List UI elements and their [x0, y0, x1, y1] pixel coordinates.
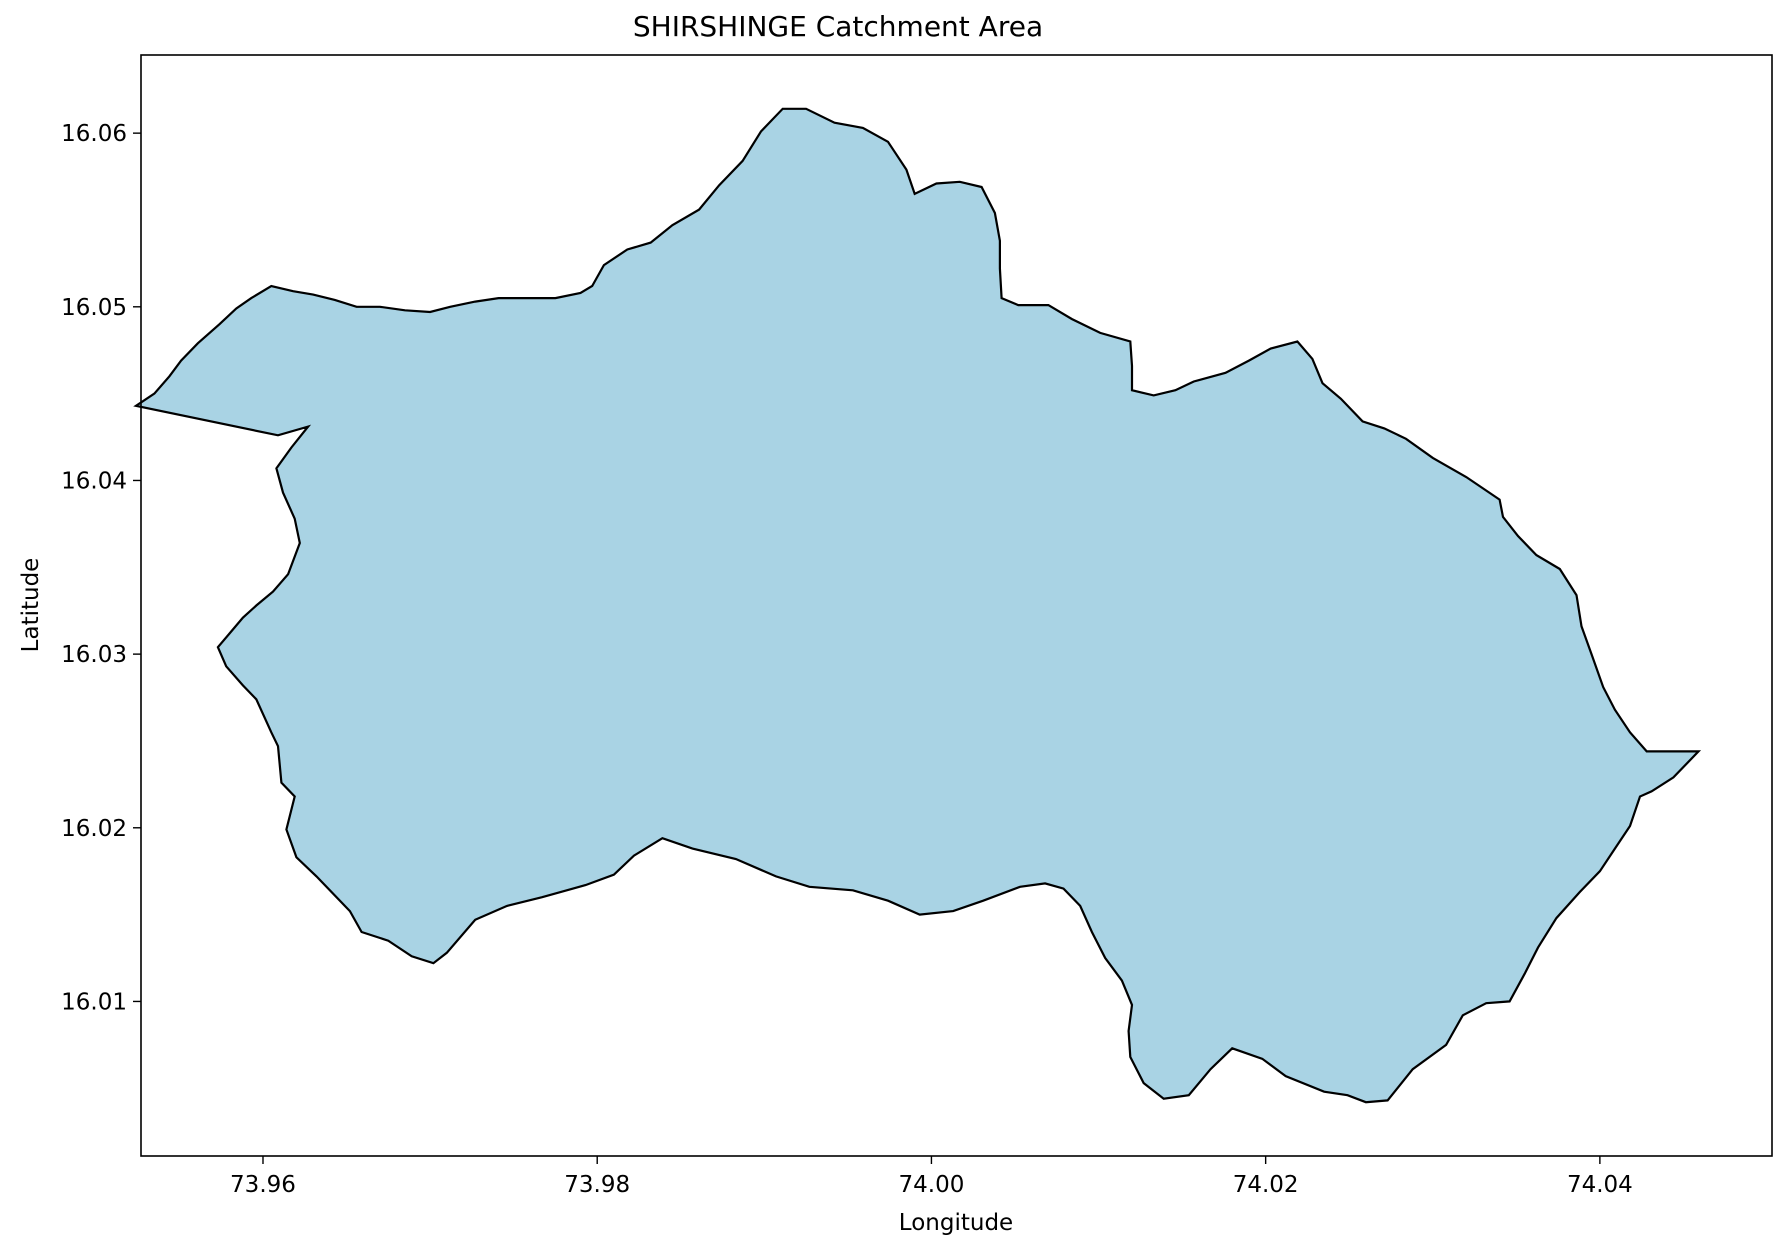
x-axis-label: Longitude [899, 1210, 1013, 1236]
x-tick-label: 74.00 [899, 1172, 965, 1198]
y-tick-label: 16.01 [61, 989, 127, 1015]
x-tick-label: 73.96 [230, 1172, 296, 1198]
y-tick-label: 16.02 [61, 816, 127, 842]
x-tick-label: 74.04 [1567, 1172, 1633, 1198]
y-axis-ticks: 16.01 16.02 16.03 16.04 16.05 16.06 [61, 121, 141, 1015]
y-axis-label: Latitude [18, 558, 44, 653]
x-tick-label: 73.98 [564, 1172, 630, 1198]
y-tick-label: 16.03 [61, 642, 127, 668]
x-tick-label: 74.02 [1233, 1172, 1299, 1198]
y-tick-label: 16.05 [61, 295, 127, 321]
plot-frame [140, 54, 1773, 1157]
chart-title: SHIRSHINGE Catchment Area [633, 10, 1043, 43]
y-tick-label: 16.06 [61, 121, 127, 147]
y-tick-label: 16.04 [61, 468, 127, 494]
plot-area [133, 54, 1773, 1157]
x-axis-ticks: 73.96 73.98 74.00 74.02 74.04 [230, 1156, 1633, 1198]
catchment-polygon [133, 107, 1702, 1104]
